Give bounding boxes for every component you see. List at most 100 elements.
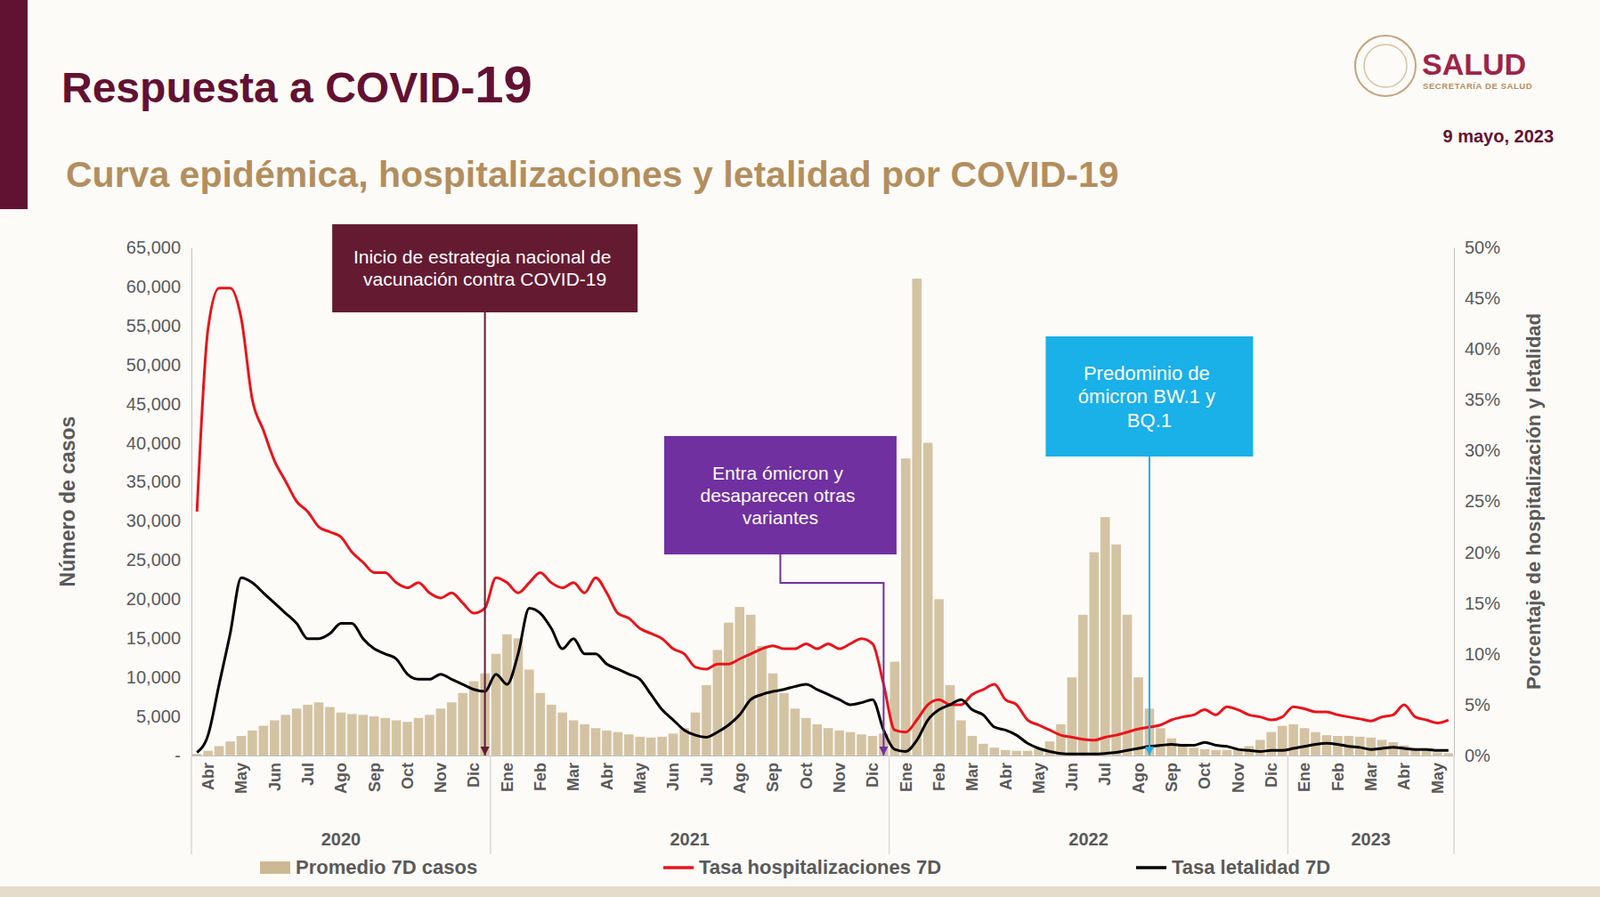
y-tick-label: 45,000 — [126, 394, 181, 415]
bar — [978, 744, 989, 756]
x-tick: May — [1429, 755, 1447, 795]
bar — [336, 713, 347, 756]
annotation-box — [1045, 336, 1253, 457]
bar — [391, 720, 402, 756]
x-tick-label: Oct — [1195, 763, 1214, 790]
x-tick-label: May — [232, 763, 251, 795]
bar — [269, 720, 280, 756]
x-tick: Feb — [531, 755, 550, 792]
bar — [259, 726, 269, 756]
y2-tick: 20% — [1453, 543, 1501, 563]
year-label: 2020 — [321, 829, 362, 850]
logo-emblem — [1355, 35, 1416, 97]
bar — [646, 738, 657, 756]
x-tick: Jun — [266, 755, 285, 792]
legend: Promedio 7D casosTasa hospitalizaciones … — [259, 856, 1331, 879]
bar — [424, 714, 435, 756]
year-separator — [489, 755, 492, 855]
bar — [347, 714, 358, 756]
legend-label: Promedio 7D casos — [295, 856, 478, 879]
bar — [823, 728, 834, 756]
legend-swatch — [259, 861, 291, 875]
x-tick-label: Abr — [997, 763, 1016, 791]
y-tick-label: 25,000 — [126, 550, 181, 570]
x-tick-label: Abr — [598, 763, 617, 791]
x-tick-label: Jun — [664, 763, 683, 792]
x-tick: Ene — [897, 755, 916, 793]
bar — [756, 646, 767, 756]
bar — [1111, 544, 1121, 756]
bar — [634, 737, 645, 756]
x-tick: Mar — [963, 755, 982, 792]
bar — [446, 702, 457, 756]
x-tick-label: Ago — [730, 763, 749, 795]
y-tick-label: 5,000 — [136, 706, 181, 727]
x-tick: Ago — [730, 755, 749, 795]
bar — [1443, 753, 1454, 756]
y2-tick: 5% — [1453, 695, 1491, 715]
y-tick-label: 20,000 — [126, 589, 181, 610]
x-tick-label: Ago — [1129, 763, 1148, 795]
y2-tick-label: 30% — [1464, 440, 1501, 461]
bar — [436, 708, 447, 756]
x-tick: Sep — [763, 755, 782, 793]
y-tick: 55,000 — [126, 316, 192, 336]
bar — [225, 741, 236, 756]
bar — [568, 720, 579, 756]
year-label: 2021 — [669, 829, 710, 850]
y-tick: 35,000 — [126, 471, 192, 492]
bar — [812, 724, 822, 756]
y2-tick: 0% — [1453, 746, 1491, 766]
bar — [845, 732, 856, 756]
x-tick-label: May — [631, 763, 650, 795]
annotation-box — [332, 224, 638, 313]
bar — [402, 722, 413, 756]
bar — [292, 708, 302, 756]
y2-tick-label: 50% — [1464, 237, 1501, 258]
bar — [723, 623, 734, 756]
axis-line — [1453, 248, 1455, 757]
x-tick-label: Feb — [930, 763, 949, 792]
x-tick: Feb — [1329, 755, 1348, 792]
year-separator — [190, 755, 193, 855]
y-tick: 15,000 — [126, 628, 192, 649]
bar — [192, 754, 203, 756]
bar — [601, 730, 612, 756]
annotation-text: Predominio de ómicron BW.1 y BQ.1 — [1078, 362, 1221, 432]
y-tick-label: 35,000 — [126, 471, 181, 492]
x-tick-label: Jul — [698, 763, 716, 787]
bar — [868, 736, 878, 756]
x-tick: May — [232, 755, 251, 795]
x-tick-label: Sep — [763, 763, 782, 793]
x-tick: Oct — [398, 755, 417, 790]
x-tick: Abr — [598, 755, 617, 791]
year-label: 2023 — [1350, 829, 1391, 850]
y2-tick: 35% — [1453, 389, 1501, 410]
bar — [1322, 735, 1332, 756]
bar — [856, 734, 867, 756]
y-tick: - — [174, 746, 192, 766]
x-tick-label: Nov — [1229, 763, 1248, 794]
x-tick: Nov — [431, 755, 450, 794]
logo-subtitle: SECRETARÍA DE SALUD — [1422, 81, 1533, 91]
bar — [457, 693, 468, 756]
bar — [967, 736, 978, 756]
date: 9 mayo, 2023 — [1442, 126, 1554, 147]
axis-line — [192, 755, 1455, 757]
bar — [358, 714, 369, 756]
side-band — [0, 0, 28, 210]
y2-tick-label: 35% — [1464, 389, 1501, 410]
x-tick-label: Sep — [1162, 763, 1181, 793]
plot-area — [192, 278, 1454, 756]
x-tick: Mar — [564, 755, 583, 792]
x-tick: Ago — [1129, 755, 1148, 795]
x-tick: Dic — [863, 755, 882, 788]
x-tick-label: Feb — [1329, 763, 1348, 792]
x-tick-label: Jul — [1096, 763, 1114, 787]
year-groups: 2020202120222023 — [191, 755, 1454, 855]
bar — [324, 707, 335, 756]
y2-tick: 10% — [1453, 644, 1501, 665]
x-tick-label: May — [1429, 763, 1447, 795]
bar — [834, 730, 845, 756]
y2-tick: 40% — [1453, 339, 1501, 359]
